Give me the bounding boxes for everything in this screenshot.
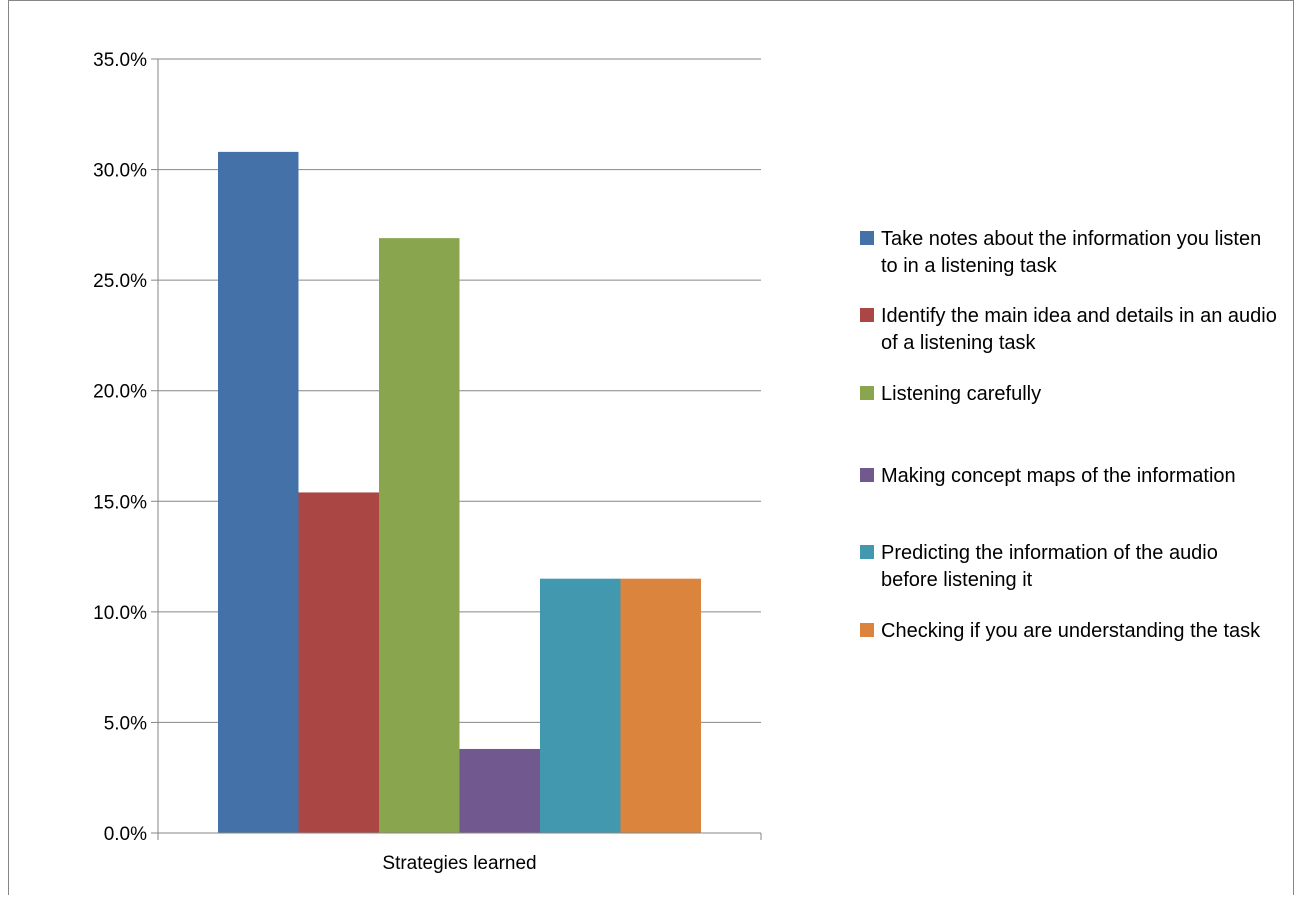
bar-4 [459,748,540,833]
y-tick-label: 30.0% [93,161,147,182]
legend-label-take-notes: Take notes about the information you lis… [881,228,1262,277]
legend-item-main-idea: Identify the main idea and details in an… [860,303,1280,357]
legend-label-concept-maps: Making concept maps of the information [881,465,1236,487]
legend-swatch-checking [860,623,874,637]
legend-label-checking: Checking if you are understanding the ta… [881,620,1261,642]
bars [218,151,701,833]
legend-swatch-take-notes [860,231,874,245]
x-category-label: Strategies learned [382,853,536,874]
legend-item-take-notes: Take notes about the information you lis… [860,226,1280,280]
legend-item-predicting: Predicting the information of the audio … [860,540,1280,594]
axes [151,58,762,840]
legend-item-checking: Checking if you are understanding the ta… [860,618,1280,645]
legend-swatch-concept-maps [860,468,874,482]
bar-2 [298,492,379,833]
legend-item-concept-maps: Making concept maps of the information [860,463,1280,490]
legend-label-predicting: Predicting the information of the audio … [881,542,1218,591]
legend-label-listening-carefully: Listening carefully [881,383,1042,405]
legend-swatch-main-idea [860,308,874,322]
y-tick-label: 0.0% [104,824,147,845]
bar-5 [540,578,621,833]
legend-item-listening-carefully: Listening carefully [860,381,1280,408]
legend-swatch-listening-carefully [860,386,874,400]
y-tick-label: 35.0% [93,50,147,71]
y-tick-label: 15.0% [93,492,147,513]
y-tick-label: 20.0% [93,382,147,403]
y-tick-label: 5.0% [104,713,147,734]
y-tick-label: 25.0% [93,271,147,292]
legend-label-main-idea: Identify the main idea and details in an… [881,305,1277,354]
y-tick-labels: 0.0% 5.0% 10.0% 15.0% 20.0% 25.0% 30.0% 35.0% [93,50,147,845]
bar-3 [379,238,460,833]
legend-swatch-predicting [860,545,874,559]
chart-frame [8,0,1294,895]
bar-1 [218,151,299,833]
bar-6 [620,578,701,833]
y-tick-label: 10.0% [93,603,147,624]
